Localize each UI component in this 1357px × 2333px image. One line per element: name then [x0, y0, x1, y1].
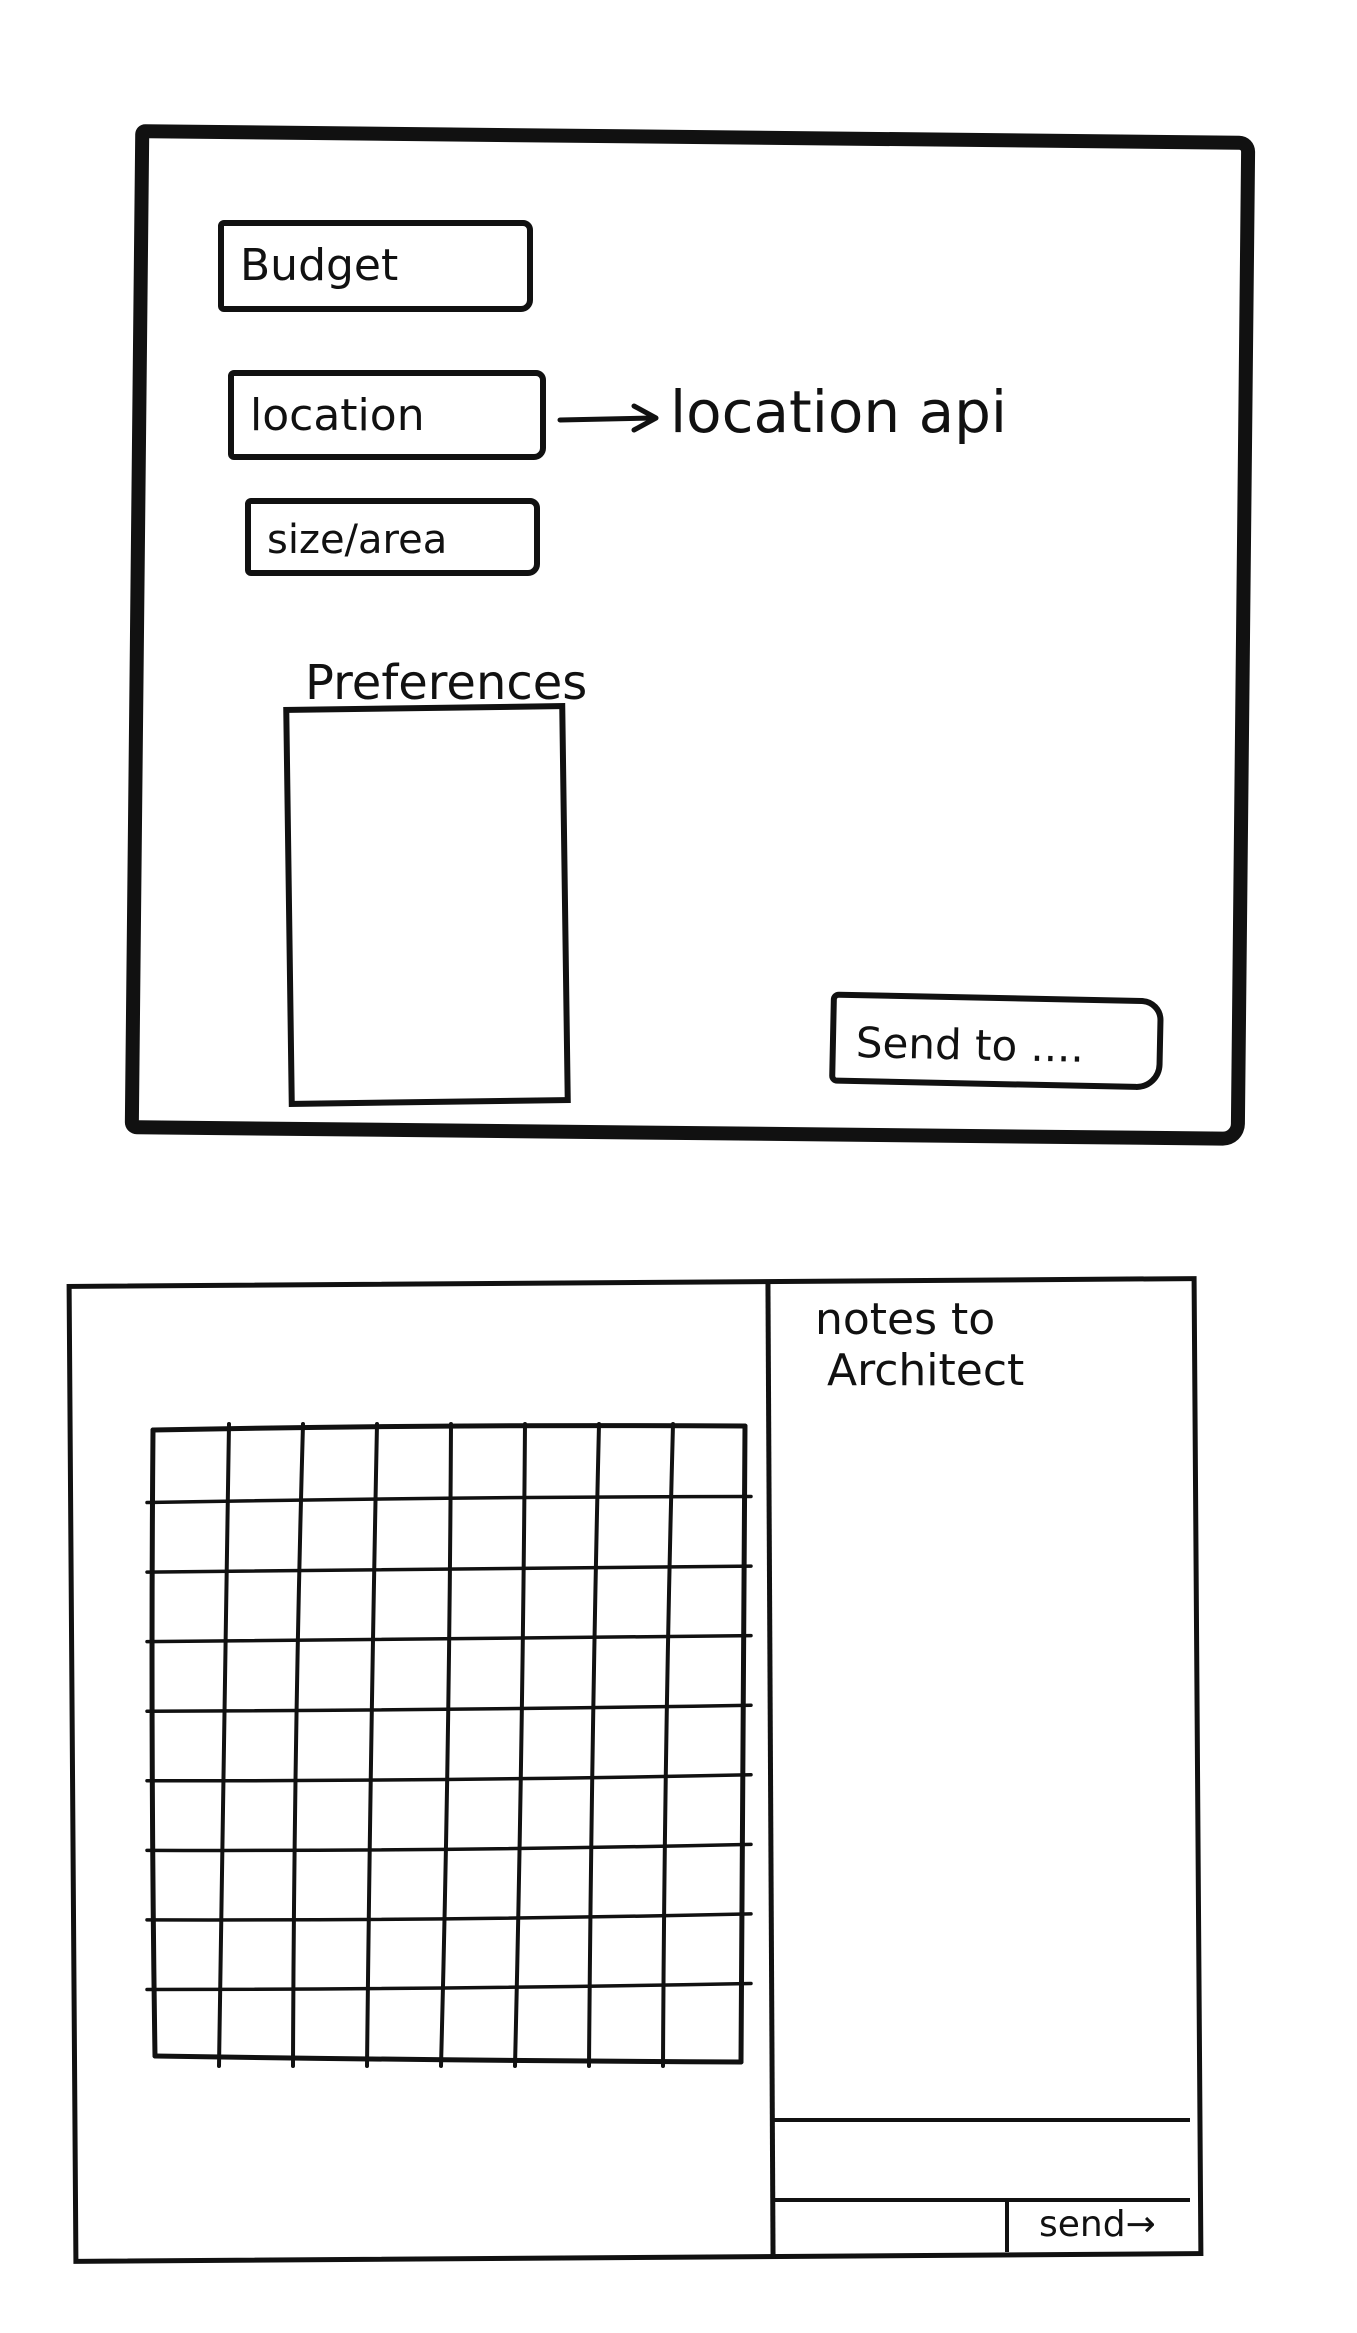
send-to-button[interactable]: Send to ....: [829, 991, 1164, 1091]
send-notes-button[interactable]: send→: [1005, 2200, 1191, 2252]
grid-column-line: [661, 1422, 675, 2068]
grid-border-top: [150, 1423, 748, 1433]
grid-column-line: [291, 1422, 305, 2068]
grid-column-line: [217, 1422, 231, 2068]
grid-row-line: [145, 1981, 753, 1992]
send-notes-button-label: send→: [1039, 2204, 1156, 2245]
notes-panel: [770, 1285, 1198, 2255]
grid-column-line: [513, 1422, 527, 2068]
floor-plan-grid[interactable]: [145, 1420, 755, 2070]
grid-row-line: [145, 1703, 753, 1713]
grid-column-line: [587, 1422, 601, 2068]
grid-border-left: [149, 1427, 158, 2059]
grid-row-line: [145, 1773, 753, 1783]
notes-text-area-boundary: [772, 2118, 1190, 2122]
budget-input-label: Budget: [240, 240, 399, 291]
size-area-input[interactable]: size/area: [245, 498, 540, 576]
notes-panel-title: notes to Architect: [815, 1294, 1115, 1396]
notes-title-line-2: Architect: [827, 1344, 1025, 1396]
grid-border-bottom: [152, 2053, 744, 2065]
grid-row-line: [145, 1842, 753, 1853]
send-to-button-label: Send to ....: [855, 1018, 1085, 1072]
size-area-input-label: size/area: [267, 517, 448, 563]
grid-border-right: [738, 1423, 748, 2065]
budget-input[interactable]: Budget: [218, 220, 533, 312]
location-api-note: location api: [670, 378, 1008, 446]
arrow-right-icon: [557, 403, 659, 433]
grid-row-line: [145, 1912, 753, 1922]
notes-input-field[interactable]: [772, 2198, 1190, 2202]
notes-title-line-1: notes to: [815, 1294, 996, 1345]
grid-row-line: [145, 1564, 753, 1574]
grid-row-line: [145, 1633, 753, 1644]
preferences-textarea[interactable]: [283, 703, 571, 1107]
location-input[interactable]: location: [228, 370, 546, 460]
location-input-label: location: [250, 390, 425, 441]
grid-column-line: [439, 1422, 453, 2068]
preferences-label: Preferences: [305, 655, 588, 711]
grid-row-line: [145, 1494, 753, 1505]
grid-column-line: [365, 1422, 379, 2068]
